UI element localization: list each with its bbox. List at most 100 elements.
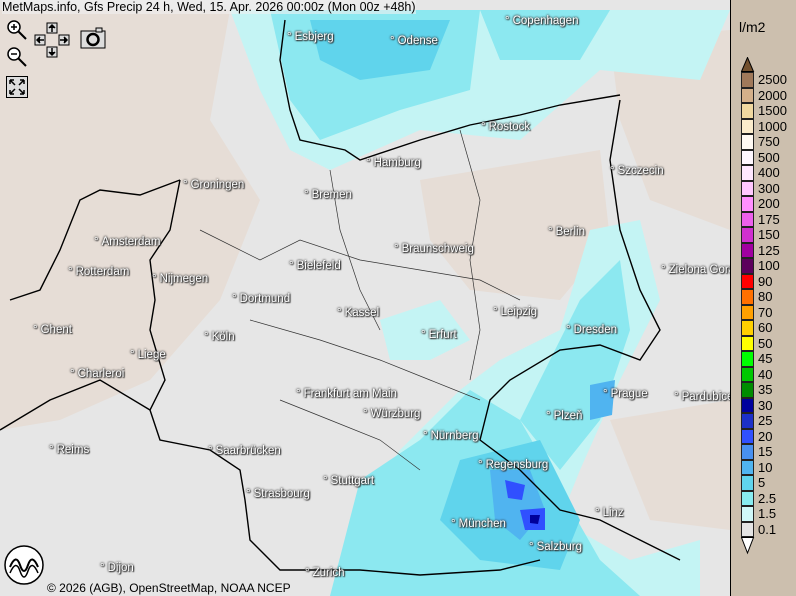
legend-swatch [741, 320, 754, 336]
legend-label: 150 [758, 227, 780, 242]
city-label: Liege [130, 349, 166, 362]
legend-label: 750 [758, 134, 780, 149]
city-label: München [451, 518, 506, 531]
legend-unit: l/m2 [739, 19, 766, 35]
legend-swatch [741, 180, 754, 196]
legend-swatch [741, 397, 754, 413]
legend-label: 80 [758, 289, 773, 304]
city-label: Köln [204, 331, 235, 344]
city-label: Prague [603, 388, 648, 401]
city-label: Frankfurt am Main [296, 388, 397, 401]
city-label: Bremen [304, 189, 352, 202]
legend-label: 40 [758, 366, 773, 382]
city-label: Berlin [548, 226, 585, 239]
metmaps-logo [4, 545, 44, 585]
legend-swatch [741, 242, 754, 258]
city-label: Ghent [33, 324, 72, 337]
legend-label: 60 [758, 320, 773, 335]
legend-bottom-arrow [741, 537, 755, 555]
city-label: Amsterdam [94, 236, 161, 249]
zoom-in-icon[interactable] [5, 18, 27, 40]
city-label: Pardubice [674, 391, 734, 404]
legend-swatch [741, 382, 754, 398]
map-title: MetMaps.info, Gfs Precip 24 h, Wed, 15. … [2, 0, 416, 14]
city-label: Plzeň [546, 410, 583, 423]
legend-label: 50 [758, 335, 773, 351]
legend-swatch [741, 475, 754, 491]
legend-label: 1.5 [758, 506, 777, 521]
legend-label: 1500 [758, 103, 787, 118]
city-label: Linz [595, 507, 624, 520]
city-label: Bielefeld [289, 260, 341, 273]
legend-swatch [741, 506, 754, 522]
legend-label: 2000 [758, 87, 787, 103]
legend-label: 10 [758, 459, 773, 475]
legend-label: 2.5 [758, 490, 777, 506]
legend-label: 125 [758, 242, 780, 258]
city-label: Salzburg [529, 541, 582, 554]
city-label: Nürnberg [423, 430, 479, 443]
zoom-out-icon[interactable] [5, 45, 27, 67]
legend-swatch [741, 413, 754, 429]
legend-swatch [741, 211, 754, 227]
city-label: Braunschweig [394, 243, 474, 256]
camera-icon[interactable] [80, 27, 107, 49]
legend-swatch [741, 227, 754, 243]
legend-panel: l/m2 2500 2000 1500 1000 750 500 400 300 200 175 1… [730, 0, 796, 596]
city-label: Würzburg [363, 408, 421, 421]
legend-swatch [741, 351, 754, 367]
city-label: Esbjerg [287, 31, 334, 44]
legend-label: 25 [758, 413, 773, 428]
legend-label: 30 [758, 397, 773, 413]
legend-label: 1000 [758, 118, 787, 134]
city-label: Hamburg [366, 157, 421, 170]
legend-label: 100 [758, 258, 780, 273]
city-label: Saarbrücken [208, 445, 281, 458]
legend-swatch [741, 273, 754, 289]
city-label: Zielona Gora [661, 264, 735, 277]
legend-label: 2500 [758, 72, 787, 87]
legend-swatch [741, 335, 754, 351]
city-label: Dijon [100, 562, 134, 575]
legend-swatch [741, 521, 754, 537]
legend-swatch [741, 72, 754, 88]
legend-swatch [741, 289, 754, 305]
legend-label: 15 [758, 444, 773, 459]
legend-top-arrow [741, 57, 755, 72]
city-label: Szczecin [610, 165, 664, 178]
legend-label: 300 [758, 180, 780, 196]
legend-swatch [741, 103, 754, 119]
city-label: Copenhagen [505, 15, 579, 28]
legend-label: 35 [758, 382, 773, 397]
legend-swatch [741, 258, 754, 274]
city-label: Charleroi [70, 368, 125, 381]
legend-swatch [741, 428, 754, 444]
legend-label: 45 [758, 351, 773, 366]
city-label: Odense [390, 35, 438, 48]
legend-label: 90 [758, 273, 773, 289]
city-label: Erfurt [421, 329, 457, 342]
city-label: Regensburg [478, 459, 549, 472]
city-label: Stuttgart [323, 475, 374, 488]
legend-label: 175 [758, 211, 780, 227]
city-label: Rotterdam [68, 266, 130, 279]
copyright-text: © 2026 (AGB), OpenStreetMap, NOAA NCEP [47, 581, 291, 595]
fullscreen-icon[interactable] [6, 76, 28, 98]
legend-label: 400 [758, 165, 780, 180]
legend-swatch [741, 304, 754, 320]
legend-swatch [741, 444, 754, 460]
legend-label: 500 [758, 149, 780, 165]
city-label: Rostock [481, 121, 531, 134]
city-label: Reims [49, 444, 90, 457]
legend-swatch [741, 196, 754, 212]
legend-label: 200 [758, 196, 780, 211]
pan-arrows-icon[interactable] [34, 22, 72, 58]
legend-swatch [741, 490, 754, 506]
legend-swatch [741, 134, 754, 150]
city-label: Dortmund [232, 293, 291, 306]
legend-swatch [741, 118, 754, 134]
legend-swatch [741, 459, 754, 475]
legend-swatch [741, 87, 754, 103]
city-label: Groningen [183, 179, 245, 192]
city-label: Dresden [566, 324, 617, 337]
